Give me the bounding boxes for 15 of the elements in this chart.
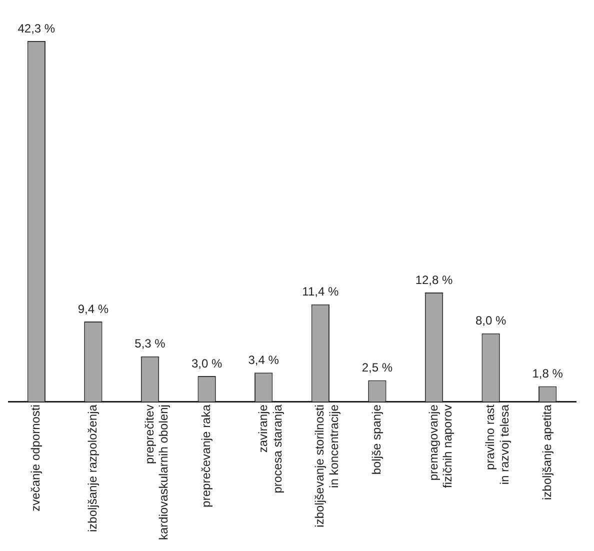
- x-tick-label: izboljšanje razpoloženja: [86, 404, 100, 532]
- data-label: 8,0 %: [475, 314, 506, 328]
- x-tick-label: izboljšanje apetita: [540, 404, 554, 500]
- x-tick-label: boljše spanje: [370, 404, 384, 475]
- data-label: 12,8 %: [415, 272, 454, 287]
- data-label: 2,5 %: [362, 360, 393, 375]
- data-label: 9,4 %: [78, 302, 109, 316]
- data-label: 11,4 %: [302, 284, 339, 299]
- x-tick-label: zvečanje odpornosti: [28, 404, 43, 512]
- data-label: 5,3 %: [134, 336, 166, 351]
- x-tick-label: preprečevanje raka: [199, 404, 214, 508]
- data-label: 42,3 %: [18, 21, 56, 36]
- data-label: 3,4 %: [248, 352, 280, 367]
- data-label: 3,0 %: [191, 356, 222, 370]
- data-label: 1,8 %: [532, 366, 564, 381]
